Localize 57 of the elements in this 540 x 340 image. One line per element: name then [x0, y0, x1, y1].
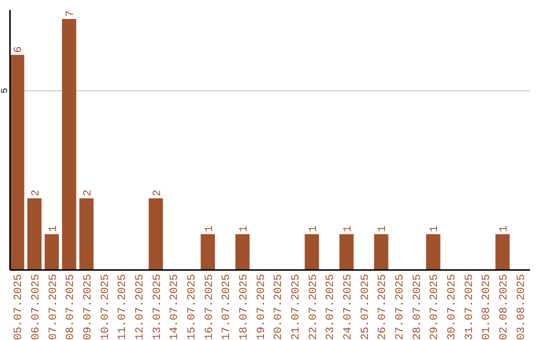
x-tick-label: 06.07.2025 — [30, 274, 42, 340]
bar — [339, 234, 354, 270]
x-tick-label: 03.08.2025 — [516, 274, 528, 340]
bar — [426, 234, 440, 270]
x-tick-label: 20.07.2025 — [273, 274, 286, 340]
x-tick-label: 11.07.2025 — [117, 274, 130, 340]
data-label: 2 — [30, 190, 42, 196]
bar — [62, 18, 76, 270]
bar — [79, 198, 94, 270]
x-tick-label: 28.07.2025 — [412, 274, 424, 340]
x-tick-label: 08.07.2025 — [65, 274, 78, 340]
x-tick-label: 15.07.2025 — [186, 274, 198, 340]
data-label: 1 — [308, 225, 320, 232]
x-tick-label: 26.07.2025 — [377, 274, 390, 340]
x-tick-label: 27.07.2025 — [394, 274, 407, 340]
x-tick-label: 14.07.2025 — [169, 274, 182, 340]
data-label: 6 — [13, 46, 26, 53]
x-tick-label: 21.07.2025 — [290, 274, 303, 340]
x-tick-label: 31.07.2025 — [464, 274, 476, 340]
data-label: 7 — [65, 10, 78, 17]
x-tick-label: 13.07.2025 — [152, 274, 164, 340]
bar — [374, 234, 388, 270]
x-tick-label: 01.08.2025 — [481, 274, 494, 340]
bar — [495, 234, 510, 270]
x-tick-label: 25.07.2025 — [360, 274, 372, 340]
bar — [10, 54, 24, 270]
data-label: 1 — [429, 225, 442, 232]
bar — [235, 234, 250, 270]
x-tick-label: 23.07.2025 — [325, 274, 338, 340]
data-label: 1 — [48, 225, 60, 232]
data-label: 1 — [342, 225, 355, 232]
x-tick-label: 19.07.2025 — [256, 274, 268, 340]
x-tick-label: 05.07.2025 — [13, 274, 26, 340]
x-tick-label: 12.07.2025 — [134, 274, 146, 340]
data-label: 1 — [498, 225, 511, 232]
x-tick-label: 09.07.2025 — [82, 274, 94, 340]
data-label: 2 — [82, 190, 94, 196]
data-label: 1 — [377, 225, 390, 232]
x-tick-label: 07.07.2025 — [48, 274, 60, 340]
bar — [148, 198, 163, 270]
x-tick-label: 16.07.2025 — [204, 274, 216, 340]
y-tick-label: 5 — [0, 88, 10, 94]
data-label: 1 — [238, 225, 250, 232]
x-tick-label: 17.07.2025 — [221, 274, 234, 340]
bar — [200, 234, 215, 270]
x-tick-label: 30.07.2025 — [446, 274, 459, 340]
bar — [304, 234, 319, 270]
bar — [27, 198, 42, 270]
x-tick-label: 02.08.2025 — [498, 274, 511, 340]
x-tick-label: 29.07.2025 — [429, 274, 442, 340]
x-tick-label: 18.07.2025 — [238, 274, 250, 340]
x-tick-label: 22.07.2025 — [308, 274, 320, 340]
bar — [44, 234, 59, 270]
data-label: 1 — [204, 225, 216, 232]
x-tick-label: 10.07.2025 — [100, 274, 112, 340]
x-tick-label: 24.07.2025 — [342, 274, 355, 340]
data-label: 2 — [152, 190, 164, 196]
